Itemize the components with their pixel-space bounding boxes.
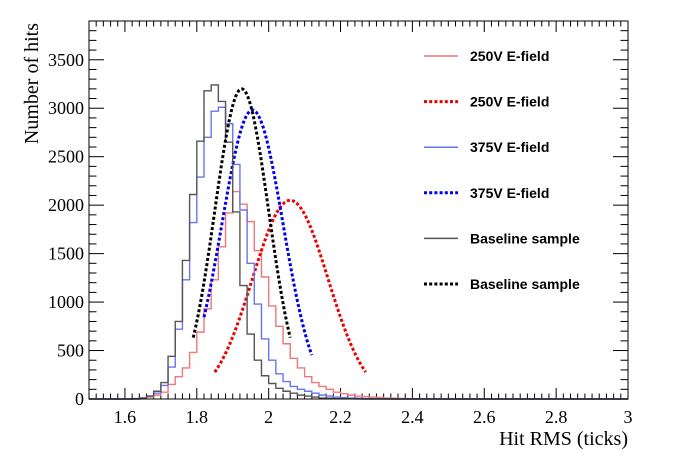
x-tick-label: 3 [624,407,633,427]
fit-curve-3 [202,108,314,356]
x-tick-label: 2.6 [473,407,496,427]
y-tick-label: 2500 [48,147,84,167]
x-tick-label: 1.8 [186,407,209,427]
legend-label: Baseline sample [470,230,580,246]
legend-label: Baseline sample [470,276,580,292]
y-tick-label: 2000 [48,195,84,215]
legend-label: 375V E-field [470,185,549,201]
y-tick-label: 0 [75,389,84,409]
y-tick-label: 1500 [48,244,84,264]
x-tick-label: 1.6 [114,407,137,427]
y-tick-label: 3500 [48,50,84,70]
x-tick-label: 2.2 [329,407,352,427]
legend-label: 250V E-field [470,94,549,110]
axis-ticks [88,20,629,400]
legend: 250V E-field 250V E-field 375V E-field 375V… [424,48,580,292]
x-tick-label: 2.8 [545,407,568,427]
y-axis-label: Number of hits [21,23,43,144]
tick-labels: 1.6 1.8 2 2.2 2.4 2.6 2.8 3 0 500 1000 1500 2000 2500… [48,50,633,427]
x-tick-label: 2.4 [401,407,424,427]
x-tick-label: 2 [264,407,273,427]
x-axis-label: Hit RMS (ticks) [499,428,628,450]
y-tick-label: 1000 [48,292,84,312]
legend-label: 250V E-field [470,48,549,64]
y-tick-label: 500 [57,341,84,361]
legend-label: 375V E-field [470,139,549,155]
fit-curve-5 [191,87,292,338]
plot-frame [88,20,629,400]
y-tick-label: 3000 [48,98,84,118]
